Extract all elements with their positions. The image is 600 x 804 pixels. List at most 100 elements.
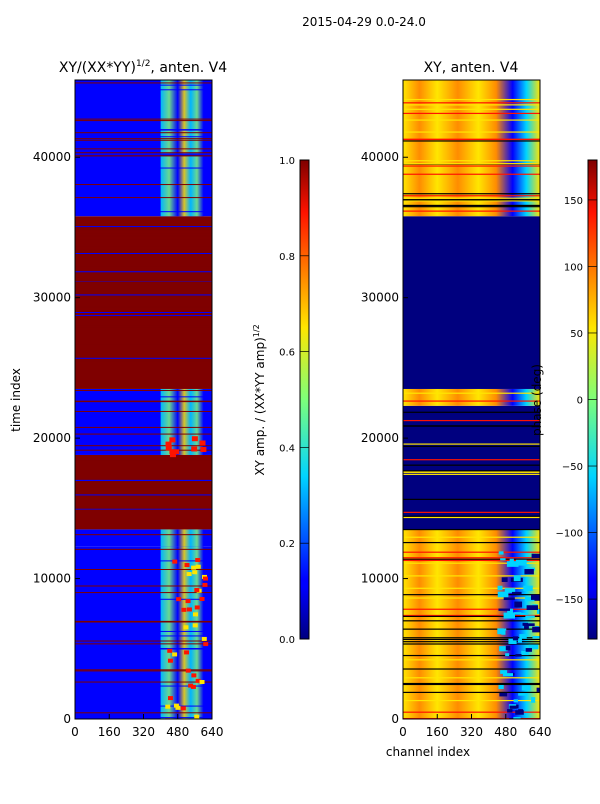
phase-row-line bbox=[403, 464, 540, 466]
y-tick-label: 10000 bbox=[361, 572, 399, 586]
heat-spot bbox=[169, 437, 176, 443]
phase-row-line bbox=[403, 197, 540, 199]
x-tick-label: 480 bbox=[166, 725, 189, 739]
colorbar-tick-label: 0.6 bbox=[279, 348, 295, 359]
phase-spot bbox=[500, 558, 506, 561]
phase-row-line bbox=[403, 683, 540, 686]
heat-row-line bbox=[75, 449, 212, 451]
phase-spot bbox=[523, 623, 535, 627]
phase-spot bbox=[517, 638, 522, 643]
phase-row-line bbox=[403, 668, 540, 670]
phase-spot bbox=[518, 693, 528, 696]
heat-row-line bbox=[75, 390, 212, 392]
heat-row-line bbox=[75, 548, 212, 550]
y-tick-label: 0 bbox=[63, 712, 71, 726]
phase-row-line bbox=[403, 98, 540, 101]
left-panel: XY/(XX*YY)1/2, anten. V4 0 160 320 480 640 0 1… bbox=[9, 59, 227, 739]
phase-spot bbox=[513, 612, 522, 615]
heat-row-line bbox=[75, 136, 212, 138]
phase-row-line bbox=[403, 102, 540, 104]
phase-spot bbox=[525, 615, 535, 618]
phase-row-line bbox=[403, 112, 540, 115]
heat-row-line bbox=[75, 620, 212, 622]
phase-spot bbox=[511, 591, 522, 595]
phase-spot bbox=[513, 575, 521, 582]
heat-row-line bbox=[75, 360, 212, 362]
colorbar-tick-label: 0 bbox=[577, 396, 583, 407]
phase-row-line bbox=[403, 551, 540, 553]
phase-spot bbox=[514, 601, 523, 608]
heat-row-line bbox=[75, 534, 212, 536]
heat-spot bbox=[191, 565, 197, 570]
x-tick-label: 160 bbox=[98, 725, 121, 739]
heat-spot bbox=[203, 642, 209, 647]
phase-spot bbox=[531, 697, 536, 703]
phase-spot bbox=[498, 684, 504, 690]
phase-row-line bbox=[403, 140, 540, 142]
phase-row-line bbox=[403, 108, 540, 110]
phase-spot bbox=[507, 709, 513, 713]
phase-band bbox=[403, 405, 540, 530]
heat-row-line bbox=[75, 279, 212, 281]
phase-row-line bbox=[403, 419, 540, 422]
phase-spot bbox=[515, 559, 527, 566]
heat-row-line bbox=[75, 236, 212, 238]
phase-spot bbox=[530, 594, 539, 600]
colorbar-tick-label: −100 bbox=[556, 529, 583, 540]
heat-row-line bbox=[75, 560, 212, 562]
heat-row-line bbox=[75, 84, 212, 86]
heat-row-line bbox=[75, 433, 212, 435]
heat-row-line bbox=[75, 129, 212, 131]
heat-spot bbox=[200, 446, 207, 452]
heat-row-line bbox=[75, 357, 212, 359]
phase-spot bbox=[501, 577, 508, 582]
phase-spot bbox=[536, 608, 540, 614]
heat-row-line bbox=[75, 167, 212, 169]
heat-row-line bbox=[75, 232, 212, 234]
phase-spot bbox=[513, 716, 521, 719]
y-tick-label: 40000 bbox=[361, 150, 399, 164]
phase-row-line bbox=[403, 515, 540, 517]
heat-row-line bbox=[75, 153, 212, 155]
heat-row-line bbox=[75, 401, 212, 403]
phase-spot bbox=[500, 670, 508, 674]
heat-row-line bbox=[75, 640, 212, 642]
heat-row-line bbox=[75, 271, 212, 273]
heat-row-line bbox=[75, 184, 212, 186]
phase-spot bbox=[498, 608, 510, 611]
x-tick-label: 640 bbox=[201, 725, 224, 739]
right-panel-title: XY, anten. V4 bbox=[424, 60, 519, 76]
left-title-exp: 1/2 bbox=[136, 59, 150, 69]
phase-row-line bbox=[403, 654, 540, 657]
heat-row-line bbox=[75, 506, 212, 508]
phase-row-line bbox=[403, 471, 540, 473]
heat-spot bbox=[181, 607, 187, 612]
phase-row-line bbox=[403, 659, 540, 661]
phase-spot bbox=[525, 648, 532, 652]
heat-spot bbox=[194, 714, 200, 719]
left-panel-title: XY/(XX*YY)1/2, anten. V4 bbox=[59, 59, 227, 76]
phase-spot bbox=[513, 699, 518, 703]
phase-row-line bbox=[403, 392, 540, 394]
phase-row-line bbox=[403, 682, 540, 685]
heat-row-line bbox=[75, 295, 212, 297]
heat-spot bbox=[194, 605, 200, 610]
left-colorbar-label: XY amp. / (XX*YY amp)1/2 bbox=[252, 324, 267, 475]
heat-spot bbox=[199, 440, 206, 446]
phase-spot bbox=[499, 646, 508, 652]
heat-row-line bbox=[75, 312, 212, 314]
left-title-rest: , anten. V4 bbox=[150, 60, 227, 76]
phase-row-line bbox=[403, 608, 540, 610]
phase-band bbox=[403, 216, 540, 389]
heat-spot bbox=[185, 668, 191, 673]
phase-row-line bbox=[403, 536, 540, 538]
heat-row-line bbox=[75, 313, 212, 315]
phase-row-line bbox=[403, 163, 540, 165]
colorbar-tick-label: 100 bbox=[564, 262, 583, 273]
left-axis-ticks: 0 160 320 480 640 0 10000 20000 30000 40000 bbox=[33, 150, 224, 739]
phase-spot bbox=[519, 634, 527, 639]
heat-spot bbox=[190, 684, 196, 689]
right-panel: XY, anten. V4 0 160 320 480 640 0 10000 20000 30… bbox=[361, 60, 552, 759]
left-y-axis-label: time index bbox=[9, 368, 23, 432]
phase-row-line bbox=[403, 628, 540, 630]
